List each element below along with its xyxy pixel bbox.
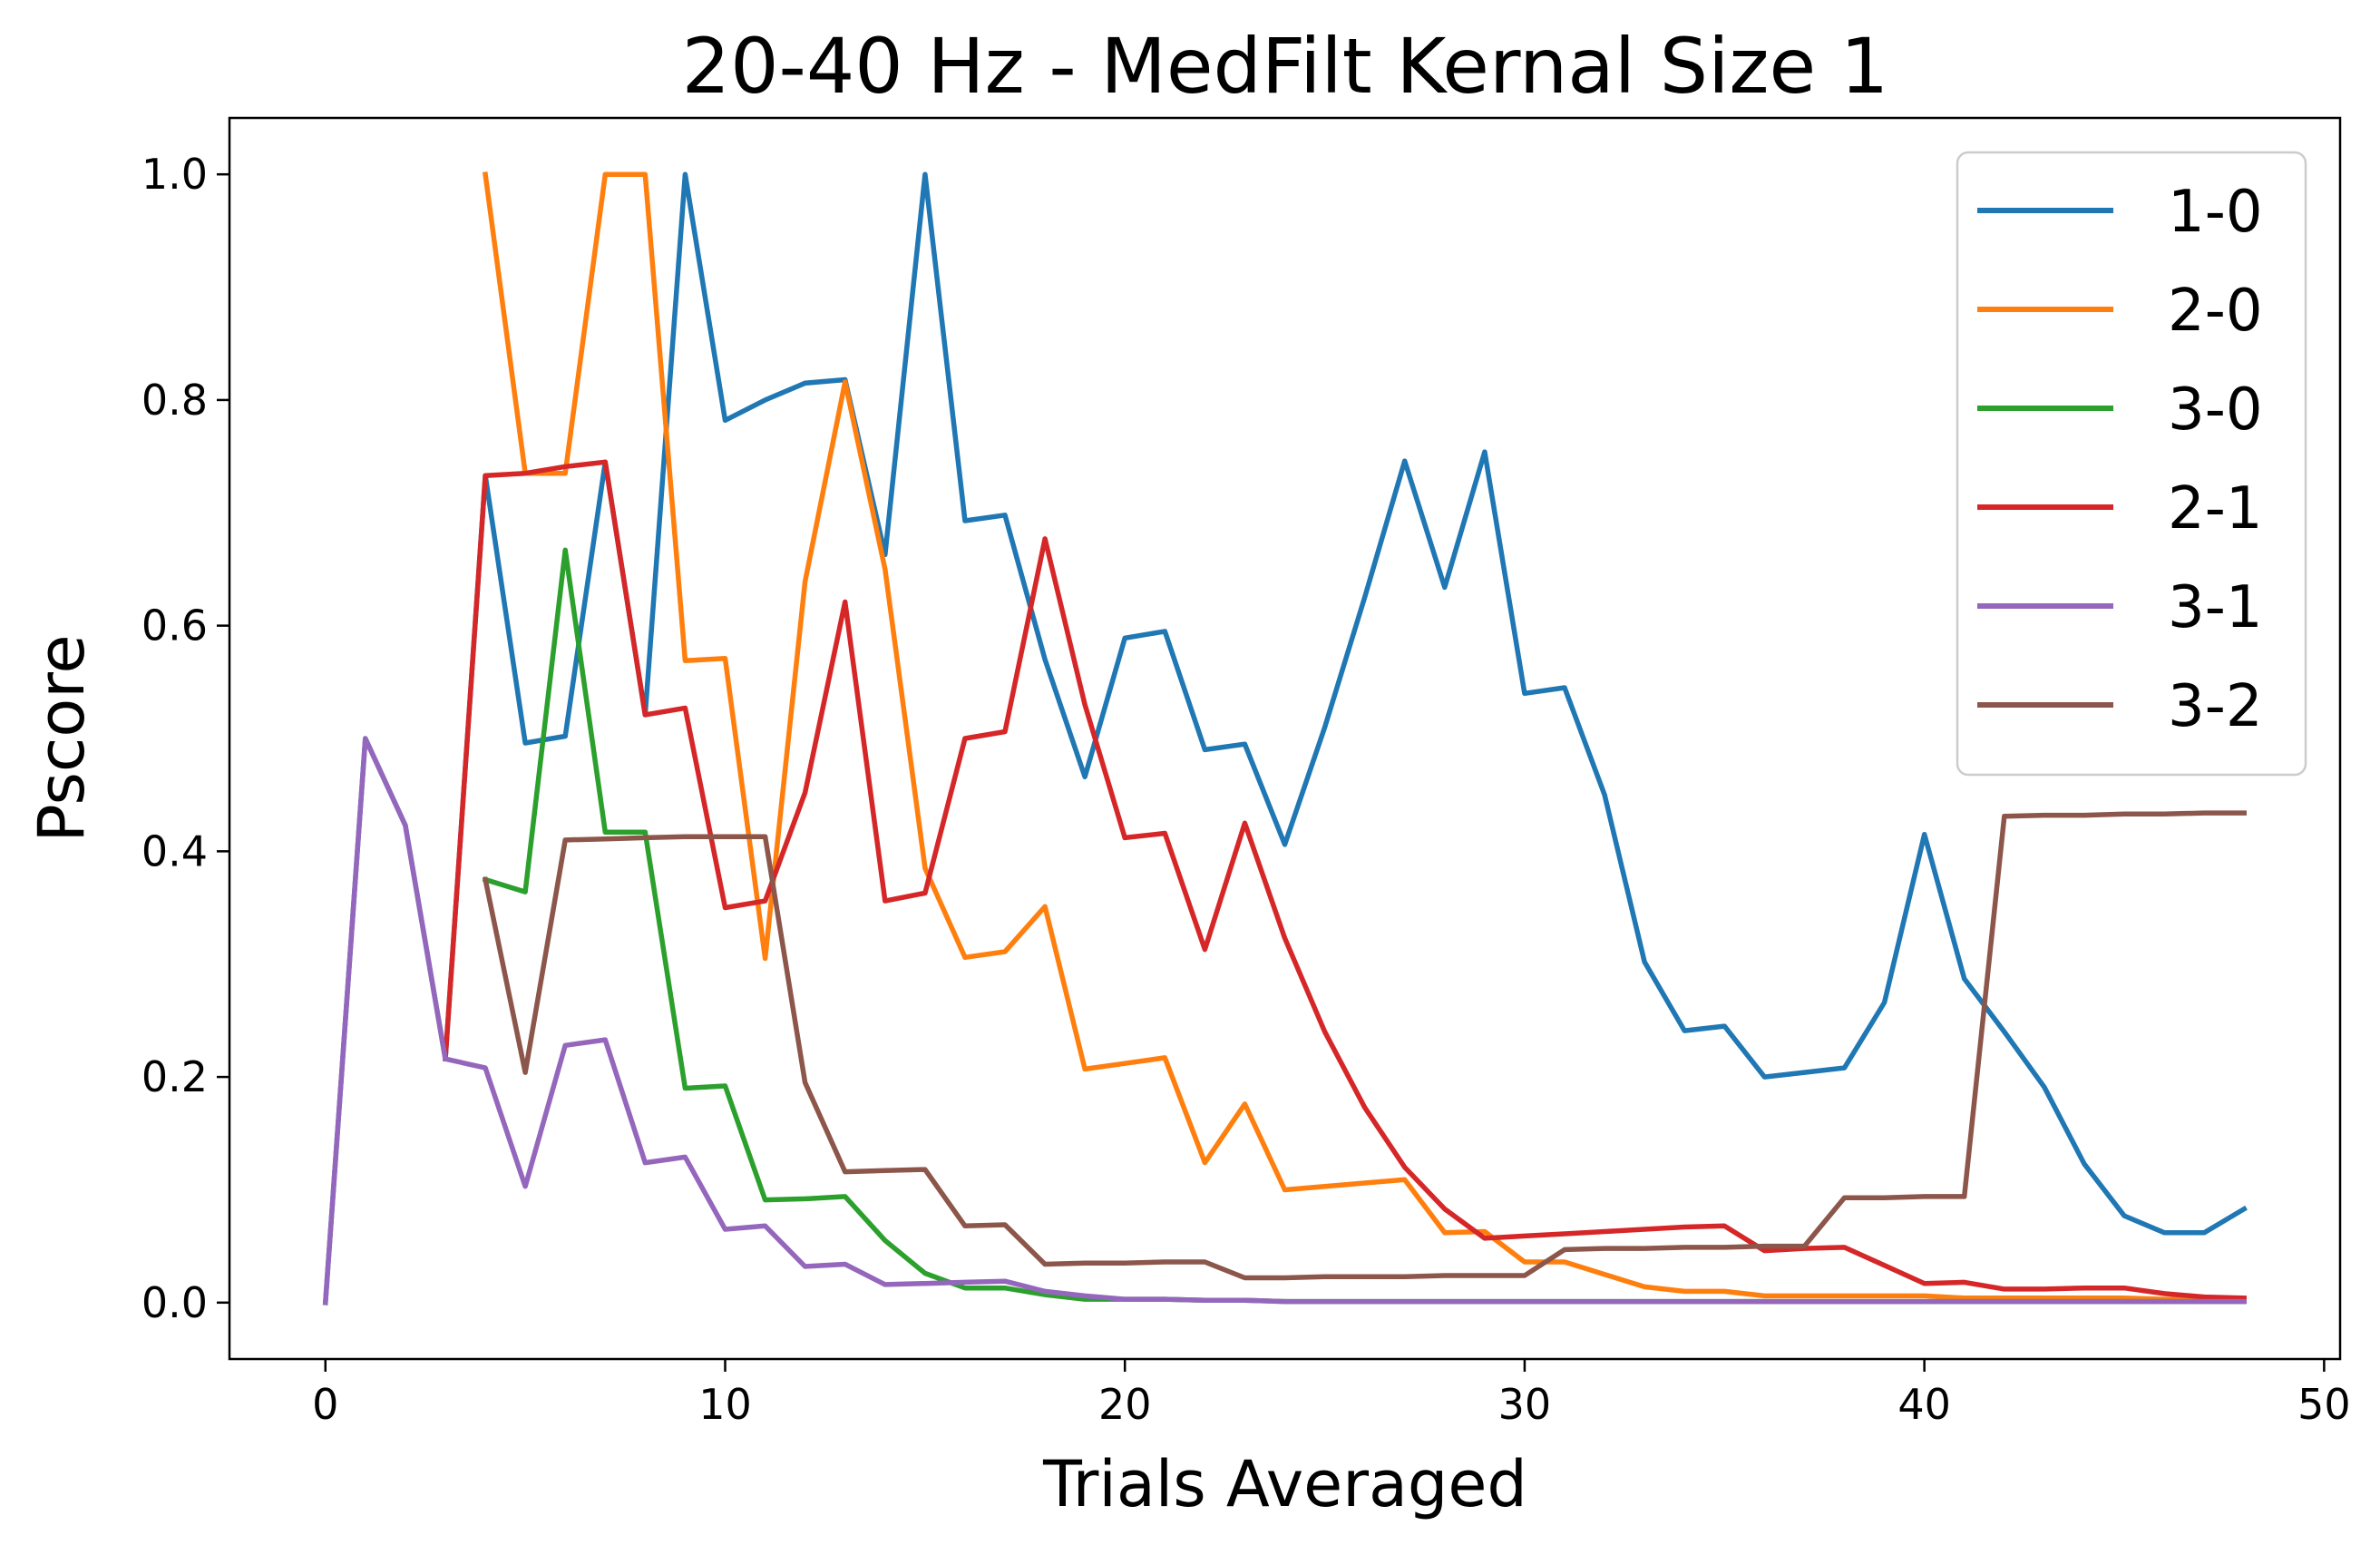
x-tick-label: 0 xyxy=(312,1380,338,1429)
y-tick-label: 0.8 xyxy=(141,376,208,425)
x-tick-label: 50 xyxy=(2297,1380,2351,1429)
y-tick-label: 0.2 xyxy=(141,1052,208,1101)
x-tick-label: 10 xyxy=(698,1380,752,1429)
series-line-3-2 xyxy=(482,810,2247,1281)
plot-frame xyxy=(228,116,2342,1361)
y-tick-label: 0.4 xyxy=(141,826,208,875)
legend: 1-0 2-0 3-0 2-1 3-1 3-2 xyxy=(1956,151,2307,777)
legend-label: 1-0 xyxy=(2168,179,2263,246)
y-tick-label: 0.0 xyxy=(141,1278,208,1327)
series-line-3-1 xyxy=(322,736,2247,1305)
legend-label: 2-1 xyxy=(2168,475,2263,543)
series-layer xyxy=(322,171,2248,1305)
legend-label: 3-1 xyxy=(2168,574,2263,641)
legend-label: 2-0 xyxy=(2168,278,2263,345)
y-axis-label: Pscore xyxy=(24,634,99,842)
x-tick-label: 20 xyxy=(1098,1380,1152,1429)
legend-label: 3-0 xyxy=(2168,376,2263,444)
legend-label: 3-2 xyxy=(2168,673,2263,740)
y-tick-label: 1.0 xyxy=(141,150,208,199)
x-tick-label: 30 xyxy=(1498,1380,1552,1429)
y-tick-label: 0.6 xyxy=(141,601,208,650)
series-line-2-1 xyxy=(443,459,2248,1301)
x-tick-label: 40 xyxy=(1897,1380,1951,1429)
series-line-2-0 xyxy=(483,171,2247,1302)
y-axis-ticks: 0.0 0.2 0.4 0.6 0.8 1.0 xyxy=(141,150,229,1327)
chart-title: 20-40 Hz - MedFilt Kernal Size 1 xyxy=(682,22,1889,111)
x-axis-label: Trials Averaged xyxy=(1042,1447,1527,1521)
x-axis-ticks: 0 10 20 30 40 50 xyxy=(312,1359,2351,1429)
